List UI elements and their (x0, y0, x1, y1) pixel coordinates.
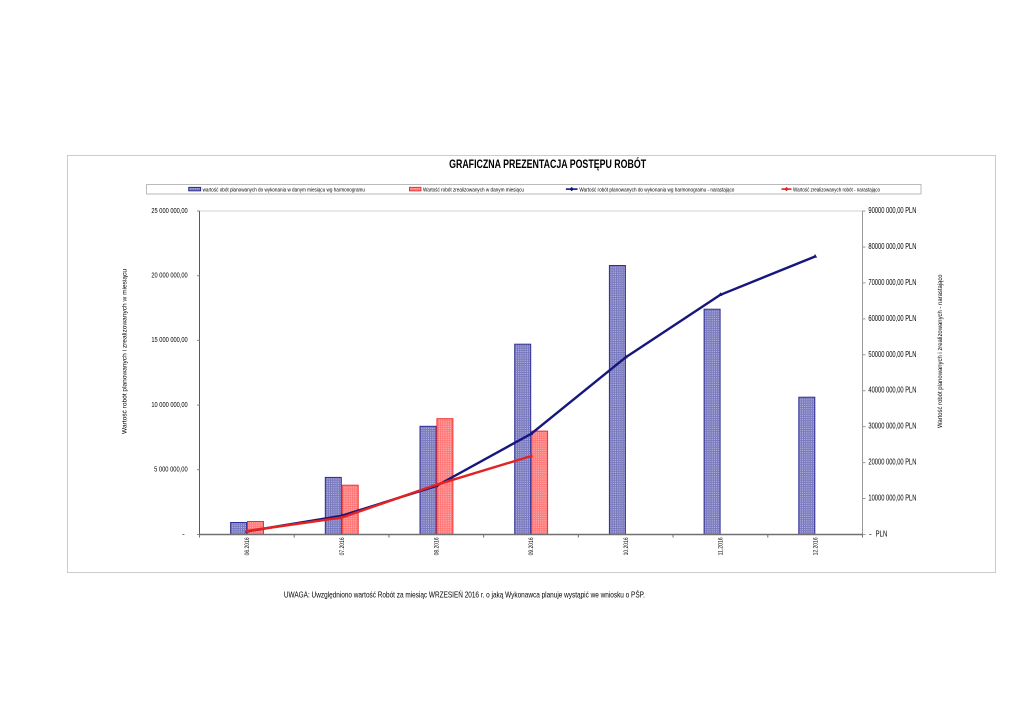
svg-text:30000 000,00 PLN: 30000 000,00 PLN (868, 421, 916, 431)
svg-text:60000 000,00 PLN: 60000 000,00 PLN (868, 313, 916, 323)
svg-text:09.2016: 09.2016 (528, 537, 535, 555)
svg-text:11.2016: 11.2016 (718, 537, 725, 555)
svg-text:10.2016: 10.2016 (623, 537, 630, 555)
svg-text:-: - (182, 529, 185, 538)
svg-text:-: - (869, 529, 872, 539)
svg-text:10 000 000,00: 10 000 000,00 (151, 400, 187, 409)
svg-text:PLN: PLN (876, 529, 888, 539)
svg-text:20 000 000,00: 20 000 000,00 (151, 271, 187, 280)
svg-text:08.2016: 08.2016 (434, 537, 441, 555)
svg-text:Wartość robót planowanych i zr: Wartość robót planowanych i zrealizowany… (937, 274, 944, 428)
svg-text:70000 000,00 PLN: 70000 000,00 PLN (868, 277, 916, 287)
svg-text:25 000 000,00: 25 000 000,00 (151, 206, 187, 215)
svg-text:15 000 000,00: 15 000 000,00 (151, 335, 187, 344)
svg-text:20000 000,00 PLN: 20000 000,00 PLN (868, 457, 916, 467)
svg-text:80000 000,00 PLN: 80000 000,00 PLN (868, 241, 916, 251)
svg-text:Wartość robót planowanych do w: Wartość robót planowanych do wykonania w… (579, 188, 734, 194)
svg-text:wartość obót planowanych do wy: wartość obót planowanych do wykonania w … (202, 188, 365, 194)
svg-text:12.2016: 12.2016 (812, 537, 819, 555)
svg-text:UWAGA: Uwzględniono wartość Ro: UWAGA: Uwzględniono wartość Robót za mie… (284, 589, 645, 600)
svg-text:06.2016: 06.2016 (244, 537, 251, 555)
svg-text:5 000 000,00: 5 000 000,00 (154, 465, 188, 474)
svg-text:90000 000,00 PLN: 90000 000,00 PLN (868, 205, 916, 215)
svg-text:Wartość robót planowanych i zr: Wartość robót planowanych i zrealizowany… (121, 269, 128, 434)
svg-text:Wartość robót zrealizowanych w: Wartość robót zrealizowanych w danym mie… (423, 188, 524, 194)
svg-text:40000 000,00 PLN: 40000 000,00 PLN (868, 385, 916, 395)
svg-text:Wartość zrealizowanych robót -: Wartość zrealizowanych robót - narastają… (793, 188, 880, 194)
svg-text:07.2016: 07.2016 (339, 537, 346, 555)
svg-text:GRAFICZNA PREZENTACJA POSTĘPU: GRAFICZNA PREZENTACJA POSTĘPU ROBÓT (449, 156, 646, 171)
svg-text:50000 000,00 PLN: 50000 000,00 PLN (868, 349, 916, 359)
svg-text:10000 000,00 PLN: 10000 000,00 PLN (868, 493, 916, 503)
